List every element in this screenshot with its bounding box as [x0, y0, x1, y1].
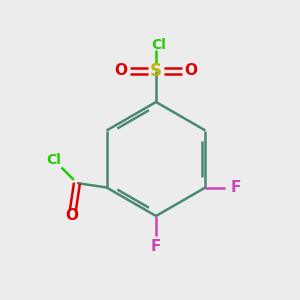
Text: F: F	[151, 238, 161, 253]
Text: Cl: Cl	[152, 38, 166, 52]
Text: Cl: Cl	[46, 153, 62, 167]
Text: O: O	[184, 63, 198, 78]
Text: F: F	[231, 180, 242, 195]
Text: O: O	[66, 208, 79, 223]
Text: O: O	[114, 63, 128, 78]
Text: S: S	[150, 61, 162, 80]
